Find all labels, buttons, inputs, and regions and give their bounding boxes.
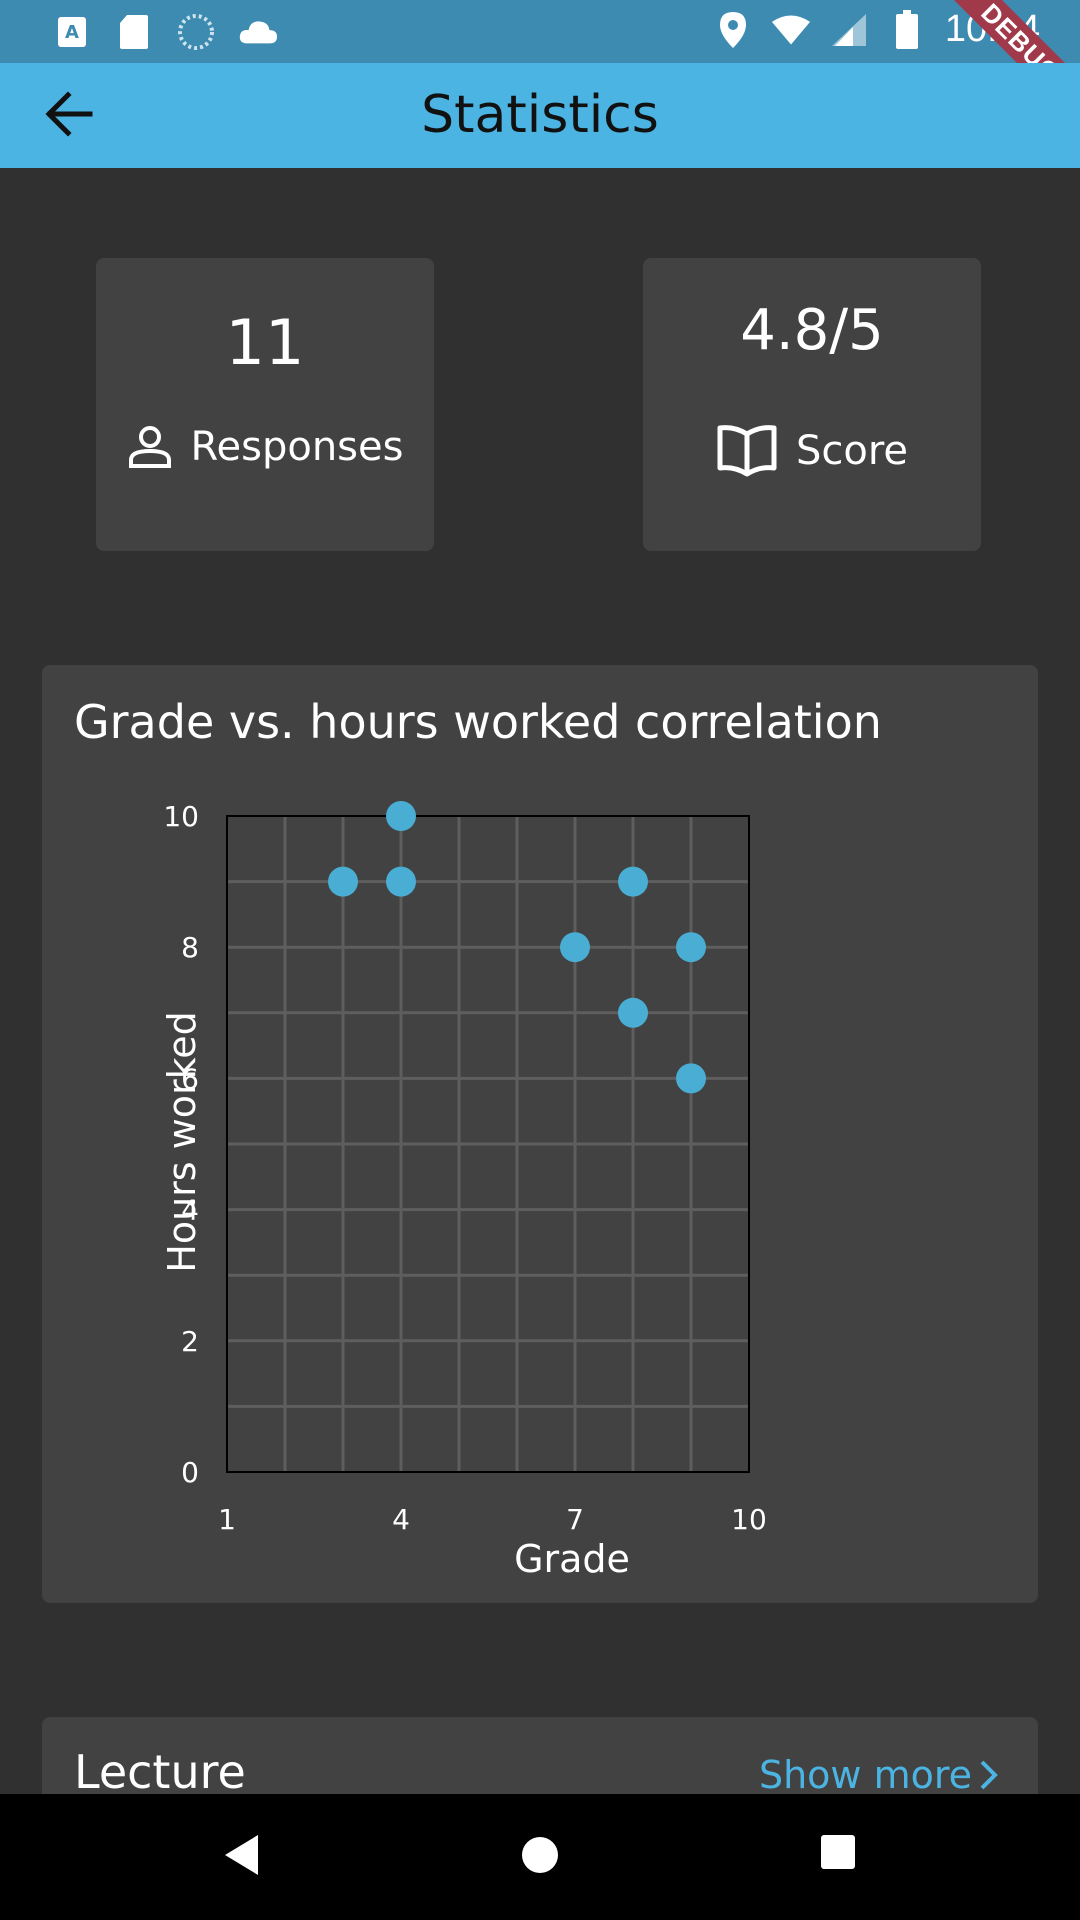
back-triangle-icon: [225, 1835, 258, 1875]
recents-square-icon: [821, 1835, 855, 1869]
x-tick-label: 10: [731, 1503, 767, 1536]
y-tick-label: 8: [181, 931, 199, 964]
score-value: 4.8/5: [740, 298, 884, 363]
scatter-point: [618, 866, 648, 897]
score-card: 4.8/5 Score: [643, 258, 981, 551]
scatter-point: [676, 932, 706, 963]
nav-home-button[interactable]: [517, 1832, 577, 1882]
scatter-point: [560, 932, 590, 963]
x-tick-label: 1: [218, 1503, 236, 1536]
signal-icon: [829, 10, 869, 50]
y-tick-label: 6: [181, 1062, 199, 1095]
location-icon: [713, 10, 753, 50]
y-axis-label: Hours worked: [160, 1011, 204, 1273]
arrow-back-icon: [45, 91, 93, 137]
book-icon: [717, 425, 777, 477]
scatter-chart: 0 2 4 6 8 10 1 4 7 10 Grade Hours worked: [160, 800, 767, 1581]
lecture-title: Lecture: [74, 1745, 246, 1799]
x-axis-label: Grade: [514, 1537, 630, 1581]
show-more-link[interactable]: Show more: [759, 1753, 1000, 1797]
scatter-point: [328, 866, 358, 897]
scatter-point: [618, 997, 648, 1028]
x-tick-label: 7: [566, 1503, 584, 1536]
y-tick-label: 4: [181, 1194, 199, 1227]
x-tick-label: 4: [392, 1503, 410, 1536]
scatter-point: [676, 1063, 706, 1094]
y-tick-label: 0: [181, 1456, 199, 1489]
nav-back-button[interactable]: [222, 1832, 282, 1882]
wifi-icon: [771, 10, 811, 50]
chevron-right-icon: [980, 1760, 998, 1790]
scatter-point: [386, 801, 416, 831]
battery-icon: [887, 9, 927, 50]
scatter-point: [386, 866, 416, 897]
chart-title: Grade vs. hours worked correlation: [74, 695, 882, 749]
back-button[interactable]: [44, 91, 104, 141]
responses-label: Responses: [190, 424, 404, 470]
person-icon: [128, 426, 171, 468]
page-title: Statistics: [421, 85, 659, 145]
sync-icon: [176, 12, 216, 52]
nav-recents-button[interactable]: [818, 1832, 878, 1882]
responses-label-row: Responses: [96, 424, 434, 470]
score-label: Score: [795, 428, 909, 474]
responses-card: 11 Responses: [96, 258, 434, 551]
responses-value: 11: [225, 306, 305, 379]
home-circle-icon: [522, 1837, 558, 1873]
status-bar: A 10:04 DEBUG: [0, 0, 1080, 130]
text-a-icon: A: [52, 12, 92, 52]
sd-card-icon: [114, 12, 154, 52]
y-tick-label: 10: [163, 800, 199, 833]
show-more-label: Show more: [758, 1753, 972, 1797]
svg-text:A: A: [65, 22, 79, 43]
status-left-icons: A: [52, 12, 278, 52]
correlation-chart-card: Grade vs. hours worked correlation 0 2 4 6 8…: [42, 665, 1038, 1603]
y-tick-label: 2: [181, 1325, 199, 1358]
system-nav-bar: [0, 1794, 1080, 1920]
score-label-row: Score: [643, 424, 981, 478]
cloud-icon: [238, 12, 278, 52]
app-bar: Statistics: [0, 63, 1080, 168]
plot-border: [226, 815, 750, 1473]
